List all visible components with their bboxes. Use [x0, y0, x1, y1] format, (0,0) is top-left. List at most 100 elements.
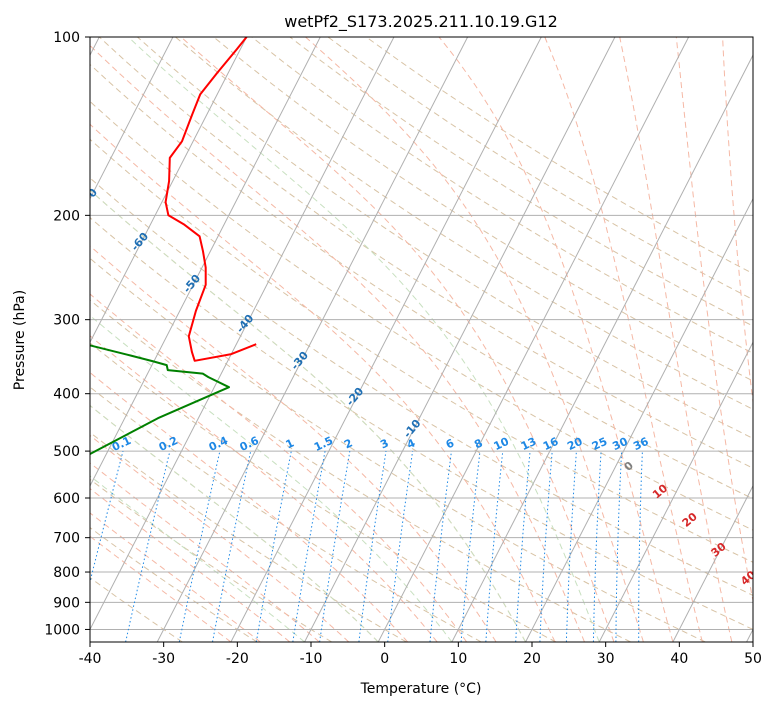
- dry-adiabat-line: [137, 37, 753, 439]
- mixing-ratio-label: 25: [590, 435, 609, 453]
- moist-adiabat-line: [90, 434, 350, 642]
- isotherm-label: -60: [128, 230, 151, 254]
- x-tick-label: 40: [670, 651, 688, 667]
- dewpoint-profile-line: [90, 344, 230, 456]
- mixing-ratio-label: 16: [541, 435, 561, 453]
- isotherm-label: -50: [181, 272, 204, 296]
- moist-adiabat-line: [90, 371, 409, 642]
- mixing-ratio-line: [615, 451, 623, 642]
- x-axis-title: Temperature (°C): [360, 681, 482, 697]
- moist-adiabat-label: 0: [622, 459, 636, 474]
- x-tick-label: -20: [226, 651, 249, 667]
- y-tick-label: 400: [53, 387, 80, 403]
- y-axis-title: Pressure (hPa): [12, 290, 28, 390]
- dry-adiabat-line: [90, 577, 183, 642]
- mixing-ratio-line: [387, 451, 414, 642]
- moist-adiabat-line: [722, 37, 753, 407]
- mixing-ratio-label: 20: [565, 435, 585, 453]
- isotherm-label: -90: [0, 92, 1, 116]
- profile-series: [90, 37, 257, 456]
- isotherm-label: -30: [288, 349, 311, 373]
- isotherm-line: [90, 37, 248, 344]
- x-tick-label: 20: [523, 651, 541, 667]
- isotherm-line: [598, 341, 753, 642]
- mixing-ratio-label: 3: [378, 436, 390, 451]
- isotherm-label: -80: [27, 140, 50, 164]
- moist-adiabat-line: [180, 37, 615, 642]
- dry-adiabat-line: [90, 138, 753, 563]
- mixing-ratio-label: 36: [631, 435, 651, 453]
- mixing-ratio-line: [255, 451, 292, 642]
- dry-adiabat-line: [90, 257, 706, 642]
- mixing-ratio-label: 6: [444, 436, 457, 451]
- x-tick-label: -40: [79, 651, 102, 667]
- mixing-ratio-lines: [90, 450, 643, 642]
- x-tick-label: 50: [744, 651, 762, 667]
- mixing-ratio-label: 30: [610, 435, 630, 453]
- moist-adiabat-line: [544, 37, 703, 642]
- mixing-ratio-line: [90, 450, 124, 584]
- dry-adiabat-line: [251, 37, 753, 354]
- dry-adiabats: [90, 37, 753, 642]
- moist-adiabats: [90, 37, 753, 642]
- dry-adiabat-line: [90, 100, 753, 531]
- moist-adiabat-line: [90, 245, 497, 642]
- isotherm-line: [230, 37, 542, 642]
- y-tick-label: 300: [53, 313, 80, 329]
- moist-adiabats-green: [90, 37, 600, 642]
- moist-adiabat-line: [90, 44, 585, 642]
- mixing-ratio-label: 4: [405, 436, 418, 451]
- plot-frame: [89, 36, 754, 643]
- isotherm-line: [451, 54, 753, 642]
- moist-adiabat-label: 20: [680, 510, 700, 530]
- mixing-ratio-label: 13: [519, 435, 538, 453]
- y-tick-label: 1000: [44, 622, 80, 638]
- mixing-ratio-line: [178, 450, 221, 642]
- x-axis: -40 -30 -20 -10 0 10 20 30 40 50: [79, 642, 762, 667]
- moist-adiabat-line: [90, 293, 468, 642]
- mixing-ratio-line: [125, 450, 171, 642]
- moist-adiabat-line: [90, 335, 438, 642]
- mixing-ratio-line: [292, 451, 326, 642]
- isotherm-line: [672, 484, 753, 642]
- y-axis: 1000 900 800 700 600 500 400 300 200 100: [44, 30, 90, 638]
- pressure-grid: [90, 37, 753, 630]
- dry-adiabat-line: [175, 37, 753, 410]
- mixing-ratio-line: [638, 451, 643, 642]
- mixing-ratio-label: 10: [492, 435, 512, 453]
- isotherm-label: -20: [344, 385, 367, 409]
- y-tick-label: 700: [53, 531, 80, 547]
- isotherm-label: -40: [234, 312, 257, 336]
- y-tick-label: 800: [53, 565, 80, 581]
- x-tick-label: -30: [152, 651, 175, 667]
- y-tick-label: 600: [53, 491, 80, 507]
- isotherms: [90, 37, 753, 642]
- mixing-ratio-line: [460, 451, 481, 642]
- moist-adiabat-line: [90, 123, 556, 642]
- moist-adiabat-green-line: [90, 475, 305, 642]
- mixing-ratio-line: [212, 450, 252, 642]
- y-tick-label: 100: [53, 30, 80, 46]
- moist-adiabat-label: 40: [738, 568, 758, 588]
- x-tick-label: 10: [449, 651, 467, 667]
- moist-adiabat-label: 30: [709, 540, 729, 560]
- isotherm-line: [525, 197, 753, 642]
- moist-adiabat-line: [90, 462, 320, 642]
- isotherm-label: -70: [77, 186, 100, 210]
- dry-adiabat-line: [90, 63, 753, 500]
- isotherm-line: [90, 37, 395, 631]
- moist-adiabat-line: [438, 37, 674, 642]
- moist-adiabat-line: [90, 189, 527, 642]
- moist-adiabat-green-line: [90, 189, 527, 642]
- dry-adiabat-line: [98, 37, 753, 469]
- isotherm-line: [90, 37, 321, 487]
- mixing-ratio-line: [358, 451, 387, 642]
- mixing-ratio-line: [319, 451, 351, 642]
- x-tick-label: 0: [380, 651, 389, 667]
- dry-adiabat-line: [90, 216, 753, 630]
- plot-area: -100-90-80-70-60-50-40-30-20-10 0.10.20.…: [0, 37, 758, 642]
- x-tick-label: -10: [300, 651, 323, 667]
- moist-adiabat-line: [90, 535, 232, 642]
- moist-adiabat-line: [305, 37, 644, 642]
